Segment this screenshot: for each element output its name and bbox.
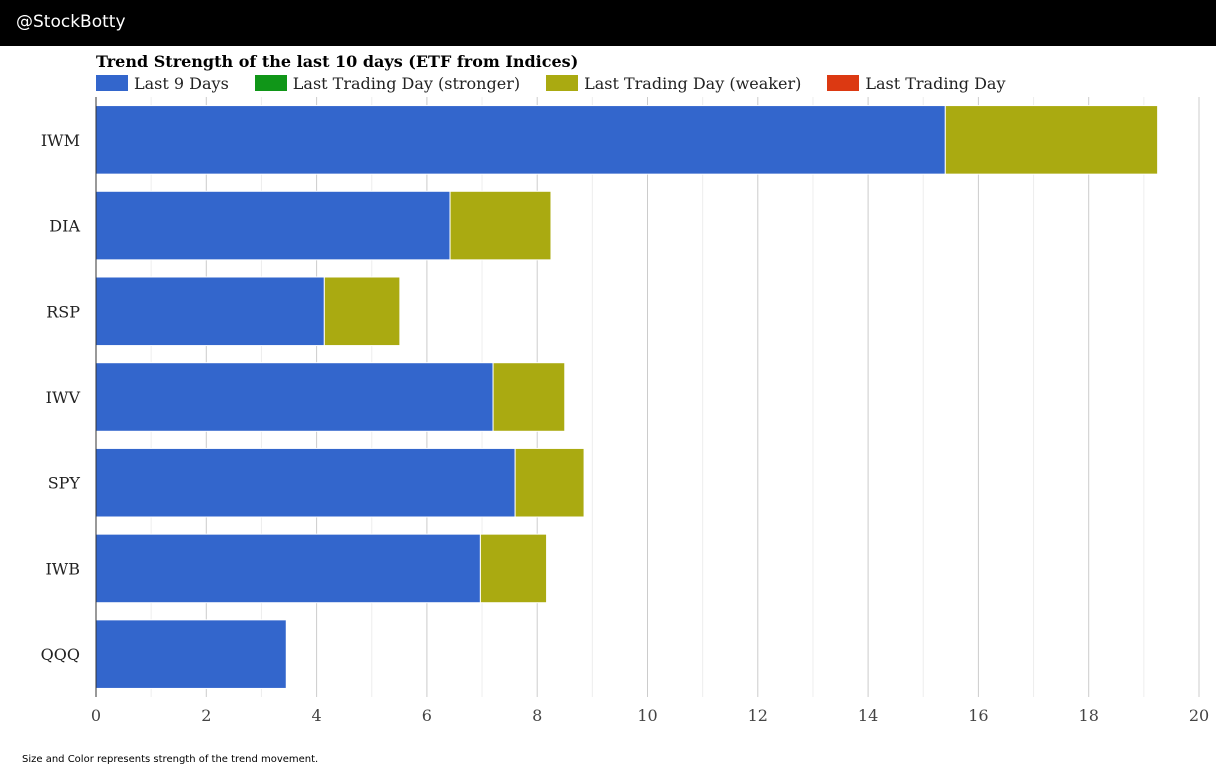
legend-item-last-day[interactable]: Last Trading Day [827, 74, 1005, 93]
category-label: SPY [48, 474, 81, 493]
bar-dia-last-trading-day-weaker [449, 190, 552, 261]
bar-iwb-last-trading-day-weaker [479, 533, 548, 604]
legend-label: Last 9 Days [134, 73, 229, 93]
legend-item-last-9-days[interactable]: Last 9 Days [96, 74, 229, 93]
x-tick-label: 12 [748, 706, 768, 725]
x-tick-label: 6 [422, 706, 432, 725]
category-label: IWM [41, 131, 80, 150]
x-tick-label: 2 [201, 706, 211, 725]
x-tick-label: 0 [91, 706, 101, 725]
category-label: DIA [49, 217, 80, 236]
bar-iwb-last-9-days [95, 533, 481, 604]
legend-swatch [546, 75, 579, 91]
x-tick-label: 14 [858, 706, 878, 725]
bar-rsp-last-trading-day-weaker [323, 276, 401, 347]
x-tick-label: 18 [1079, 706, 1099, 725]
bar-iwv-last-9-days [95, 362, 494, 432]
legend-label: Last Trading Day [865, 73, 1006, 93]
legend-item-last-day-stronger[interactable]: Last Trading Day (stronger) [254, 73, 521, 93]
legend-swatch [827, 75, 860, 91]
legend-swatch [254, 75, 287, 91]
legend-item-last-day-weaker[interactable]: Last Trading Day (weaker) [546, 74, 801, 93]
x-tick-label: 20 [1189, 706, 1209, 725]
category-label: RSP [46, 302, 80, 321]
x-tick-label: 4 [312, 706, 322, 725]
bar-iwv-last-trading-day-weaker [492, 362, 566, 432]
category-label: QQQ [41, 645, 80, 664]
bar-spy-last-9-days [95, 447, 516, 518]
bar-qqq-last-9-days [95, 619, 287, 689]
bar-spy-last-trading-day-weaker [514, 447, 585, 518]
bar-iwm-last-trading-day-weaker [944, 105, 1159, 175]
footnote: Size and Color represents strength of th… [22, 754, 319, 765]
x-tick-label: 16 [968, 706, 988, 725]
legend-swatch [96, 75, 128, 91]
x-tick-label: 10 [637, 706, 657, 725]
brand-handle: @StockBotty [16, 12, 126, 32]
legend-label: Last Trading Day (stronger) [292, 73, 521, 93]
chart-title: Trend Strength of the last 10 days (ETF … [96, 52, 579, 71]
legend-label: Last Trading Day (weaker) [584, 73, 802, 93]
bar-dia-last-9-days [95, 190, 451, 261]
category-label: IWV [46, 388, 81, 407]
header-bar: @StockBotty [0, 0, 1216, 46]
bar-rsp-last-9-days [95, 276, 325, 347]
bar-iwm-last-9-days [95, 105, 946, 175]
chart-legend: Last 9 Days Last Trading Day (stronger) … [96, 73, 1005, 93]
category-label: IWB [45, 559, 80, 578]
x-tick-label: 8 [532, 706, 542, 725]
